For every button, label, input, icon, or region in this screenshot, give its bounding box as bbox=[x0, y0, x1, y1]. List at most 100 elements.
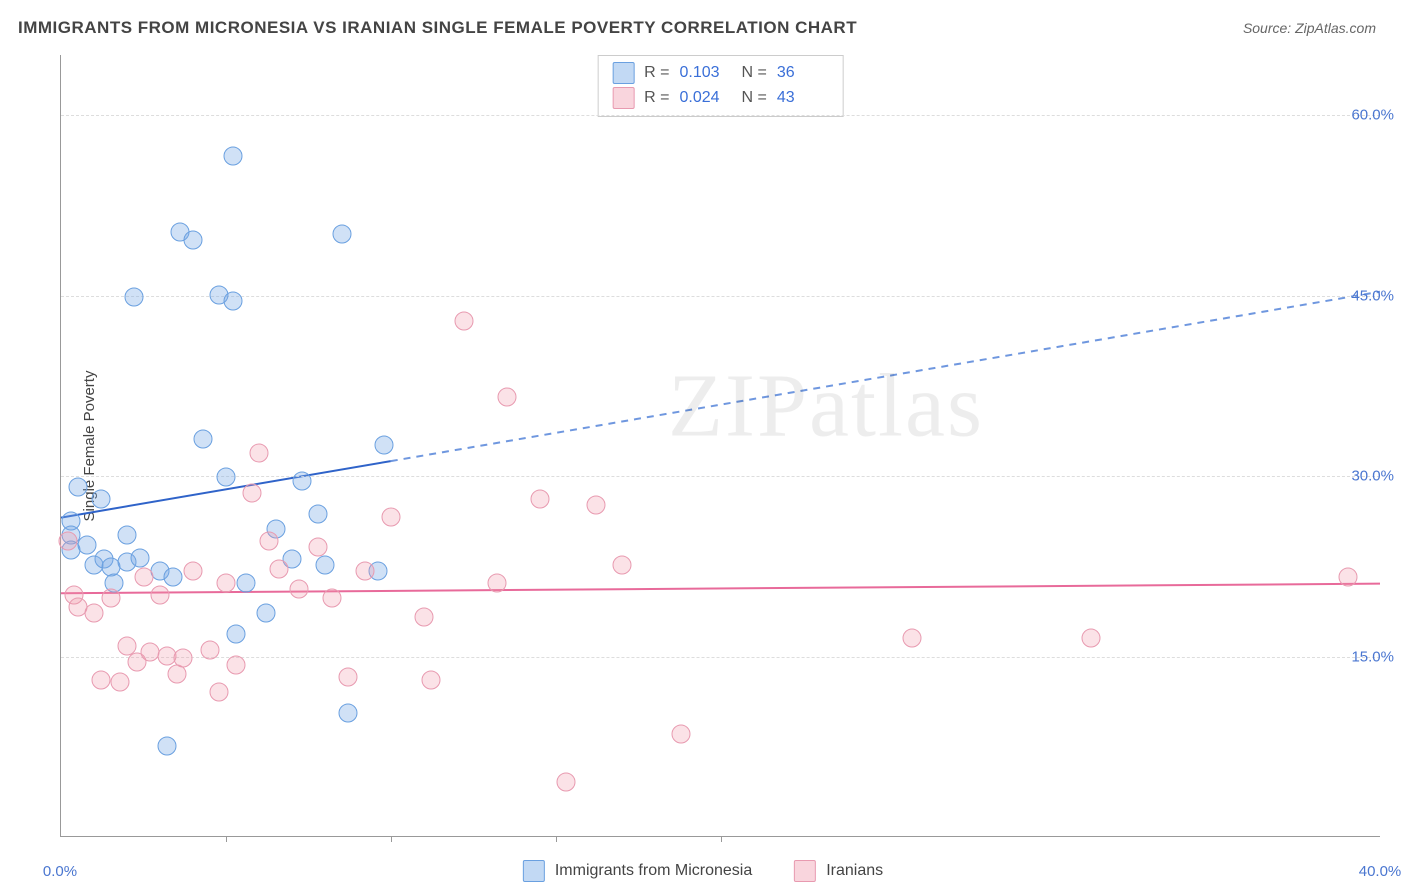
x-tick bbox=[226, 836, 227, 842]
scatter-point-iranian bbox=[421, 670, 440, 689]
scatter-point-micronesia bbox=[131, 549, 150, 568]
scatter-point-iranian bbox=[210, 682, 229, 701]
watermark: ZIPatlas bbox=[668, 355, 984, 458]
legend-item-iranian: Iranians bbox=[794, 860, 883, 882]
scatter-point-iranian bbox=[151, 586, 170, 605]
scatter-point-micronesia bbox=[157, 736, 176, 755]
gridline-h bbox=[61, 476, 1380, 477]
scatter-point-micronesia bbox=[339, 704, 358, 723]
scatter-point-iranian bbox=[250, 444, 269, 463]
r-label: R = bbox=[644, 86, 669, 111]
n-label: N = bbox=[742, 61, 767, 86]
scatter-point-micronesia bbox=[164, 568, 183, 587]
scatter-point-iranian bbox=[355, 562, 374, 581]
scatter-point-iranian bbox=[111, 673, 130, 692]
scatter-point-iranian bbox=[217, 574, 236, 593]
scatter-point-iranian bbox=[556, 772, 575, 791]
scatter-point-iranian bbox=[200, 640, 219, 659]
scatter-point-iranian bbox=[184, 562, 203, 581]
x-tick bbox=[721, 836, 722, 842]
scatter-point-iranian bbox=[58, 532, 77, 551]
y-tick-label: 15.0% bbox=[1351, 648, 1394, 665]
scatter-point-iranian bbox=[487, 574, 506, 593]
gridline-h bbox=[61, 657, 1380, 658]
scatter-point-micronesia bbox=[124, 288, 143, 307]
scatter-point-micronesia bbox=[226, 624, 245, 643]
x-tick bbox=[556, 836, 557, 842]
source-attribution: Source: ZipAtlas.com bbox=[1243, 20, 1376, 36]
scatter-point-iranian bbox=[85, 604, 104, 623]
scatter-point-micronesia bbox=[375, 436, 394, 455]
scatter-point-micronesia bbox=[309, 504, 328, 523]
r-label: R = bbox=[644, 61, 669, 86]
scatter-point-iranian bbox=[1081, 628, 1100, 647]
source-name: ZipAtlas.com bbox=[1295, 20, 1376, 36]
trendline-iranian bbox=[61, 584, 1380, 594]
scatter-point-micronesia bbox=[78, 535, 97, 554]
scatter-point-micronesia bbox=[223, 147, 242, 166]
scatter-point-micronesia bbox=[332, 225, 351, 244]
legend-label-micronesia: Immigrants from Micronesia bbox=[555, 862, 752, 880]
watermark-zip: ZIP bbox=[668, 357, 809, 456]
stats-row-iranian: R = 0.024 N = 43 bbox=[612, 86, 829, 111]
scatter-point-iranian bbox=[415, 608, 434, 627]
plot-area: ZIPatlas R = 0.103 N = 36 R = 0.024 N = 43 bbox=[60, 55, 1380, 837]
x-tick-label: 0.0% bbox=[43, 863, 77, 880]
y-tick-label: 30.0% bbox=[1351, 468, 1394, 485]
scatter-point-iranian bbox=[309, 538, 328, 557]
y-tick-label: 60.0% bbox=[1351, 107, 1394, 124]
scatter-point-iranian bbox=[91, 670, 110, 689]
scatter-point-iranian bbox=[454, 312, 473, 331]
scatter-point-micronesia bbox=[217, 468, 236, 487]
scatter-point-micronesia bbox=[223, 291, 242, 310]
r-value-iranian: 0.024 bbox=[680, 86, 732, 111]
scatter-point-iranian bbox=[243, 484, 262, 503]
trendline-dash-micronesia bbox=[391, 292, 1380, 461]
r-value-micronesia: 0.103 bbox=[680, 61, 732, 86]
swatch-micronesia bbox=[612, 62, 634, 84]
stats-row-micronesia: R = 0.103 N = 36 bbox=[612, 61, 829, 86]
scatter-point-iranian bbox=[586, 496, 605, 515]
scatter-point-iranian bbox=[269, 559, 288, 578]
scatter-point-micronesia bbox=[236, 574, 255, 593]
gridline-h bbox=[61, 296, 1380, 297]
scatter-point-micronesia bbox=[292, 472, 311, 491]
scatter-point-iranian bbox=[903, 628, 922, 647]
scatter-point-micronesia bbox=[256, 604, 275, 623]
source-prefix: Source: bbox=[1243, 20, 1295, 36]
scatter-point-iranian bbox=[672, 724, 691, 743]
bottom-legend: Immigrants from Micronesia Iranians bbox=[523, 860, 883, 882]
scatter-point-iranian bbox=[382, 508, 401, 527]
scatter-point-iranian bbox=[339, 668, 358, 687]
n-label: N = bbox=[742, 86, 767, 111]
stats-box: R = 0.103 N = 36 R = 0.024 N = 43 bbox=[597, 55, 844, 117]
scatter-point-micronesia bbox=[184, 231, 203, 250]
scatter-point-iranian bbox=[1339, 568, 1358, 587]
swatch-iranian bbox=[612, 87, 634, 109]
x-tick-label: 40.0% bbox=[1359, 863, 1402, 880]
scatter-point-micronesia bbox=[316, 556, 335, 575]
gridline-h bbox=[61, 115, 1380, 116]
scatter-point-iranian bbox=[289, 580, 308, 599]
scatter-point-iranian bbox=[322, 588, 341, 607]
scatter-point-micronesia bbox=[193, 430, 212, 449]
scatter-point-iranian bbox=[497, 387, 516, 406]
legend-swatch-iranian bbox=[794, 860, 816, 882]
legend-label-iranian: Iranians bbox=[826, 862, 883, 880]
scatter-point-iranian bbox=[613, 556, 632, 575]
n-value-iranian: 43 bbox=[777, 86, 829, 111]
scatter-point-micronesia bbox=[91, 490, 110, 509]
scatter-point-iranian bbox=[174, 648, 193, 667]
scatter-point-micronesia bbox=[118, 526, 137, 545]
scatter-point-iranian bbox=[530, 490, 549, 509]
scatter-point-iranian bbox=[134, 568, 153, 587]
watermark-atlas: atlas bbox=[809, 357, 984, 456]
scatter-point-micronesia bbox=[68, 478, 87, 497]
scatter-point-iranian bbox=[226, 656, 245, 675]
scatter-point-iranian bbox=[101, 588, 120, 607]
scatter-point-iranian bbox=[259, 532, 278, 551]
n-value-micronesia: 36 bbox=[777, 61, 829, 86]
chart-title: IMMIGRANTS FROM MICRONESIA VS IRANIAN SI… bbox=[18, 18, 857, 38]
legend-item-micronesia: Immigrants from Micronesia bbox=[523, 860, 752, 882]
legend-swatch-micronesia bbox=[523, 860, 545, 882]
